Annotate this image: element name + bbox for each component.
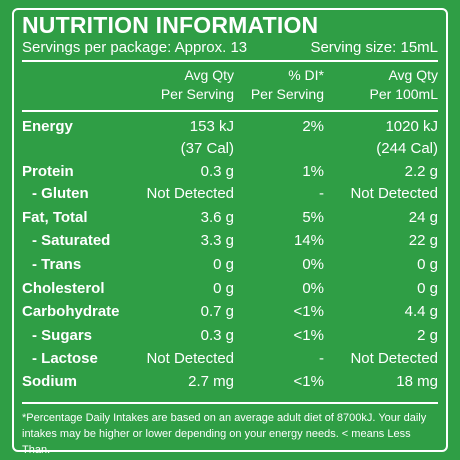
per-serving-value: 0 g (213, 256, 234, 273)
nutrient-label: Fat, Total (22, 209, 88, 226)
per-100ml-value: 18 mg (396, 373, 438, 390)
nutrient-label: - Trans (32, 256, 82, 273)
nutrient-label: - Lactose (32, 350, 98, 367)
daily-intake-value: <1% (293, 327, 324, 344)
per-serving-value: 153 kJ (189, 118, 234, 135)
nutrient-label: Protein (22, 163, 74, 180)
col-per100-header: Avg Qty Per 100mL (370, 66, 438, 104)
daily-intake-value: 2% (302, 118, 324, 135)
daily-intake-value: 5% (302, 209, 324, 226)
daily-intake-value: <1% (293, 303, 324, 320)
per-serving-value: 0.3 g (200, 327, 234, 344)
per-100ml-value: 1020 kJ (385, 118, 438, 135)
nutrient-label: Sodium (22, 373, 77, 390)
col-di-header: % DI* Per Serving (251, 66, 324, 104)
col-di-line1: % DI* (288, 67, 324, 83)
per-serving-value: (37 Cal) (180, 140, 234, 157)
per-100ml-value: Not Detected (350, 350, 438, 367)
table-top-rule (22, 110, 438, 112)
header-rule (22, 60, 438, 62)
col-per-serving-header: Avg Qty Per Serving (161, 66, 234, 104)
nutrition-panel-border (12, 8, 448, 452)
daily-intake-value: 0% (302, 280, 324, 297)
servings-per-package: Servings per package: Approx. 13 (22, 39, 248, 56)
daily-intake-value: <1% (293, 373, 324, 390)
per-serving-value: Not Detected (146, 185, 234, 202)
table-row: Carbohydrate 0.7 g <1% 4.4 g (22, 303, 438, 325)
table-row: - Saturated 3.3 g 14% 22 g (22, 232, 438, 254)
per-100ml-value: 24 g (408, 209, 438, 226)
nutrient-label: Carbohydrate (22, 303, 120, 320)
per-serving-value: 3.3 g (200, 232, 234, 249)
per-100ml-value: (244 Cal) (376, 140, 438, 157)
nutrient-label: Cholesterol (22, 280, 105, 297)
per-serving-value: 0 g (213, 280, 234, 297)
per-100ml-value: 2.2 g (404, 163, 438, 180)
nutrient-label: - Sugars (32, 327, 93, 344)
nutrient-label: Energy (22, 118, 73, 135)
table-row: - Sugars 0.3 g <1% 2 g (22, 327, 438, 349)
col-per-serving-line2: Per Serving (160, 86, 234, 102)
panel-title: NUTRITION INFORMATION (22, 12, 319, 38)
col-per100-line1: Avg Qty (388, 67, 438, 83)
daily-intake-value: 0% (302, 256, 324, 273)
footer-rule (22, 402, 438, 404)
nutrient-label: - Saturated (32, 232, 111, 249)
per-serving-value: 0.3 g (200, 163, 234, 180)
per-100ml-value: 2 g (417, 327, 438, 344)
table-row: Protein 0.3 g 1% 2.2 g (22, 163, 438, 185)
footnote-line2: intakes may be higher or lower depending… (22, 428, 411, 456)
footnote: *Percentage Daily Intakes are based on a… (22, 410, 438, 458)
table-row: Energy 153 kJ 2% 1020 kJ (22, 118, 438, 140)
daily-intake-value: - (319, 185, 324, 202)
per-100ml-value: 0 g (417, 280, 438, 297)
table-row: - Lactose Not Detected - Not Detected (22, 350, 438, 372)
per-100ml-value: 4.4 g (404, 303, 438, 320)
col-di-line2: Per Serving (250, 86, 324, 102)
daily-intake-value: - (319, 350, 324, 367)
per-100ml-value: 22 g (408, 232, 438, 249)
footnote-line1: *Percentage Daily Intakes are based on a… (22, 412, 427, 424)
col-per100-line2: Per 100mL (369, 86, 438, 102)
per-100ml-value: 0 g (417, 256, 438, 273)
table-row: Fat, Total 3.6 g 5% 24 g (22, 209, 438, 231)
nutrient-label: - Gluten (32, 185, 89, 202)
per-100ml-value: Not Detected (350, 185, 438, 202)
table-row: Cholesterol 0 g 0% 0 g (22, 280, 438, 302)
serving-size: Serving size: 15mL (310, 39, 438, 56)
daily-intake-value: 14% (293, 232, 324, 249)
table-row: Sodium 2.7 mg <1% 18 mg (22, 373, 438, 395)
per-serving-value: 3.6 g (200, 209, 234, 226)
per-serving-value: Not Detected (146, 350, 234, 367)
table-row: - Trans 0 g 0% 0 g (22, 256, 438, 278)
per-serving-value: 0.7 g (200, 303, 234, 320)
table-row: (37 Cal) (244 Cal) (22, 140, 438, 162)
daily-intake-value: 1% (302, 163, 324, 180)
col-per-serving-line1: Avg Qty (184, 67, 234, 83)
table-row: - Gluten Not Detected - Not Detected (22, 185, 438, 207)
per-serving-value: 2.7 mg (188, 373, 234, 390)
